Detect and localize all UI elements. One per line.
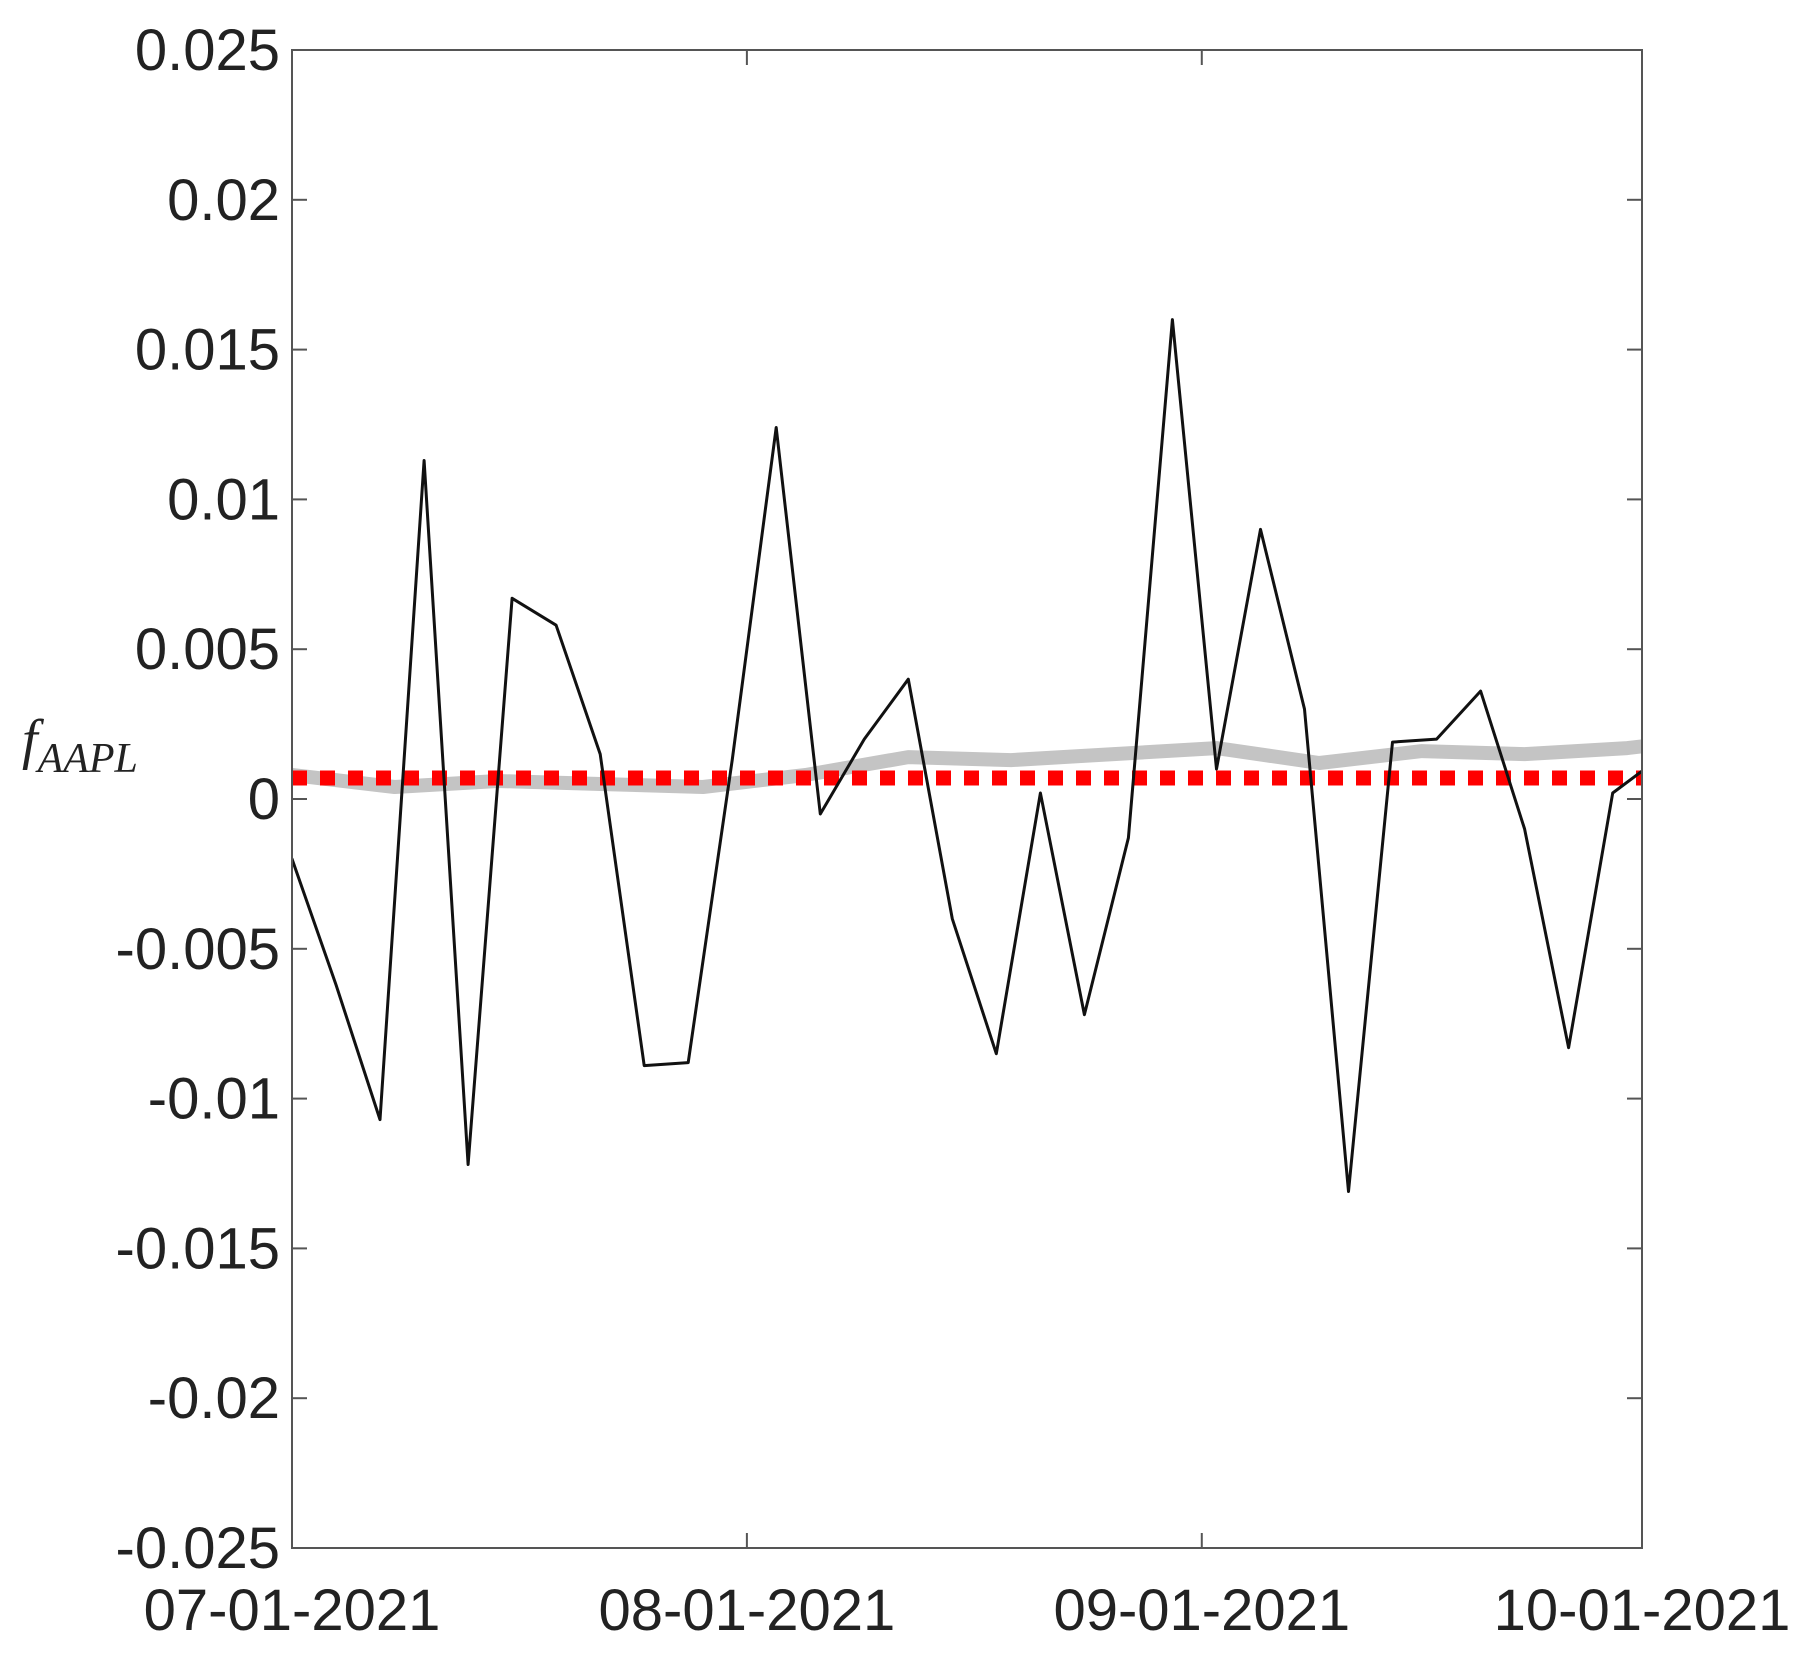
- axes-box: [291, 49, 1643, 1549]
- series-black-line: [292, 318, 1642, 1193]
- y-tick-label: 0.005: [135, 617, 280, 682]
- y-tick-label: -0.025: [116, 1516, 280, 1581]
- y-tick-label: 0.01: [167, 467, 280, 532]
- x-tick-label: 09-01-2021: [1053, 1578, 1350, 1643]
- y-tick-label: 0.02: [167, 168, 280, 233]
- y-axis-label-subscript: AAPL: [35, 736, 138, 782]
- x-tick-label: 08-01-2021: [599, 1578, 896, 1643]
- y-tick-label: -0.005: [116, 917, 280, 982]
- x-tick-label: 10-01-2021: [1494, 1578, 1791, 1643]
- axes: 0.025 0.02 0.015 0.01 0.005 0 -0.005 -0.01 -0.01…: [116, 18, 1791, 1643]
- y-tick-label: 0.015: [135, 318, 280, 383]
- y-tick-label: 0.025: [135, 18, 280, 83]
- y-tick-label: -0.02: [148, 1366, 280, 1431]
- y-tick-label: -0.015: [116, 1216, 280, 1281]
- y-axis-label: fAAPL: [22, 709, 138, 782]
- y-tick-label: 0: [248, 767, 280, 832]
- x-tick-label: 07-01-2021: [144, 1578, 441, 1643]
- axis-labels: fAAPL: [22, 709, 138, 782]
- plot-area: [292, 318, 1642, 1193]
- y-tick-label: -0.01: [148, 1067, 280, 1132]
